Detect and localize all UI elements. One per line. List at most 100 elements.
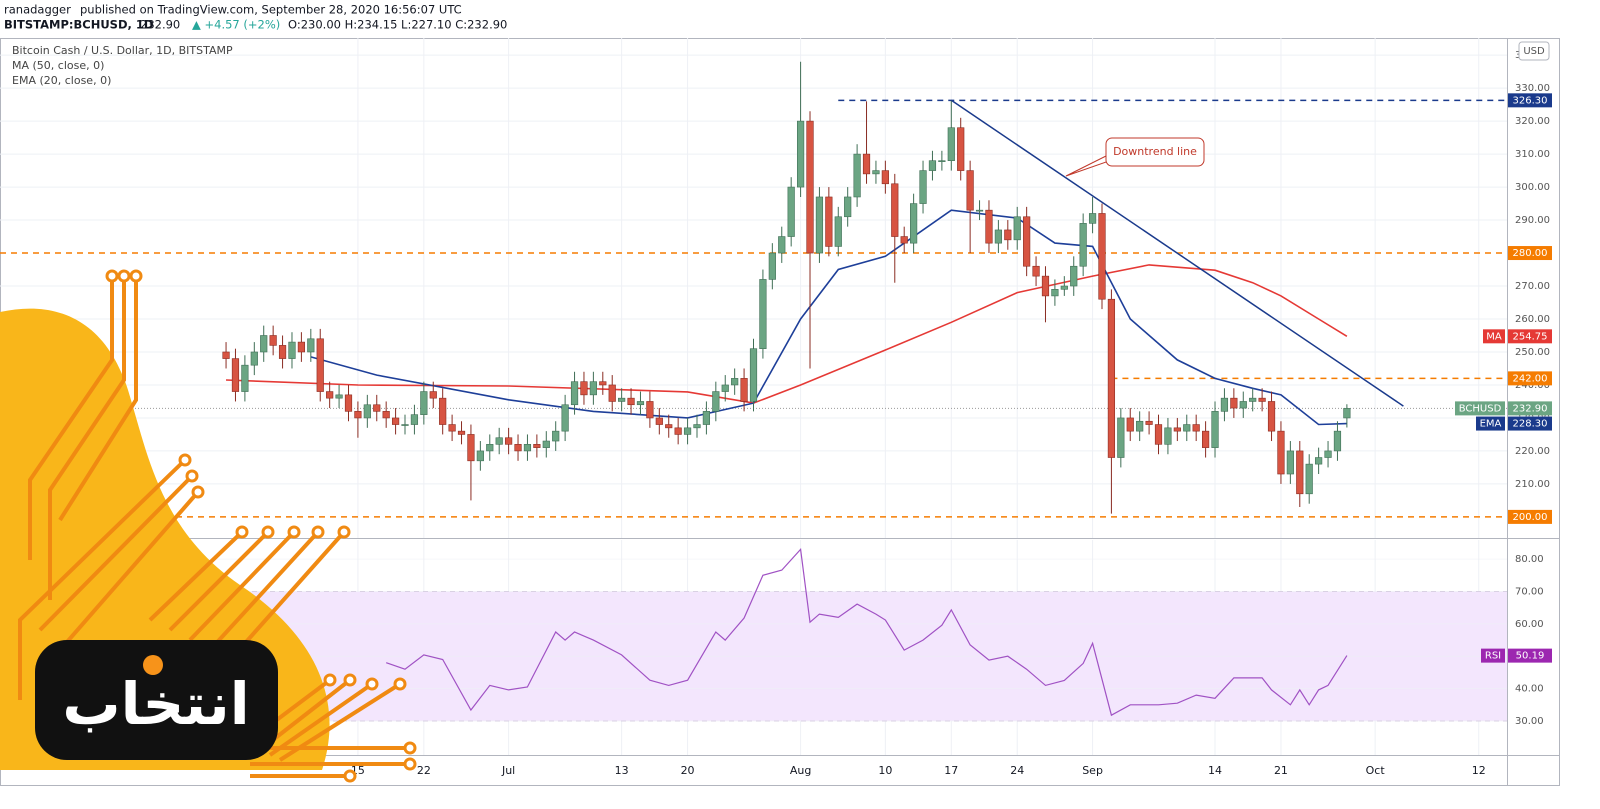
- candle-body: [1239, 401, 1247, 409]
- y-tick-label: 320.00: [1515, 116, 1550, 127]
- y-tick-label: 330.00: [1515, 83, 1550, 94]
- candle-body: [1070, 265, 1078, 287]
- candle-body: [712, 391, 720, 412]
- y-tick-label: 290.00: [1515, 215, 1550, 226]
- candle-body: [778, 236, 786, 254]
- candle-body: [674, 427, 682, 435]
- candle-body: [768, 252, 776, 280]
- candle-body: [589, 381, 597, 396]
- candle-body: [985, 209, 993, 244]
- candle-body: [938, 160, 946, 162]
- tag-value-box: [1508, 416, 1552, 431]
- candle-body: [1230, 397, 1238, 409]
- candle-body: [439, 397, 447, 425]
- candle-body: [862, 153, 871, 175]
- candle-body: [1277, 430, 1285, 475]
- candle-body: [326, 391, 334, 399]
- legend-entry: EMA (20, close, 0): [12, 74, 111, 87]
- candle-body: [683, 427, 692, 435]
- candle-body: [1013, 216, 1021, 241]
- candle-body: [1041, 275, 1050, 297]
- candle-body: [891, 183, 899, 237]
- candle-body: [994, 229, 1002, 244]
- chart-title: Bitcoin Cash / U.S. Dollar, 1D, BITSTAMP: [12, 44, 233, 57]
- y-tick-label: 240.00: [1515, 380, 1550, 391]
- candle-body: [740, 378, 748, 402]
- y-tick-label: 260.00: [1515, 314, 1550, 325]
- candle-body: [1107, 298, 1116, 458]
- candle-body: [363, 404, 371, 419]
- tag-name: EMA: [1480, 419, 1502, 430]
- candle-body: [1088, 213, 1097, 224]
- circuit-dots: [105, 269, 417, 783]
- candle-body: [947, 127, 955, 161]
- last-price: 232.90: [140, 18, 180, 32]
- callout-box: [1105, 137, 1205, 167]
- author: ranadagger: [4, 3, 71, 17]
- candle-body: [561, 404, 569, 432]
- ohlc: O:230.00 H:234.15 L:227.10 C:232.90: [288, 18, 507, 32]
- candle-body: [278, 345, 287, 359]
- logo-text: انتخاب: [62, 670, 249, 738]
- tag-name-box: [1481, 648, 1505, 663]
- x-tick-label: 10: [878, 764, 892, 777]
- candle-body: [1286, 450, 1294, 475]
- candle-body: [825, 196, 833, 247]
- x-tick-label: 17: [944, 764, 958, 777]
- x-tick-label: 24: [1010, 764, 1024, 777]
- candle-body: [900, 236, 908, 244]
- candle-body: [382, 411, 390, 419]
- level-tag: [1508, 509, 1552, 524]
- candle-body: [1324, 450, 1332, 458]
- candle-body: [1192, 424, 1200, 432]
- candle-body: [495, 437, 503, 445]
- candle-body: [542, 440, 550, 448]
- callout-text: Downtrend line: [1113, 145, 1197, 158]
- candle-body: [580, 381, 588, 396]
- logo-badge: [35, 640, 278, 760]
- candle-body: [608, 384, 616, 402]
- candle-body: [872, 170, 880, 175]
- candle-body: [1202, 430, 1210, 448]
- level-tag-label: 280.00: [1513, 248, 1548, 259]
- candle-body: [1173, 427, 1181, 432]
- indicator-line: [310, 209, 1347, 426]
- tag-name-box: [1476, 416, 1505, 431]
- candle-body: [505, 437, 513, 445]
- candle-body: [693, 424, 701, 429]
- x-tick-label: 20: [681, 764, 695, 777]
- candle-body: [919, 170, 927, 204]
- level-tag-label: 200.00: [1513, 512, 1548, 523]
- candle-body: [1220, 397, 1229, 412]
- candle-body: [1333, 430, 1342, 452]
- candle-body: [655, 417, 663, 425]
- watermark-logo: انتخاب: [0, 269, 417, 783]
- candle-body: [796, 120, 805, 188]
- candle-body: [1023, 216, 1031, 267]
- x-tick-label: 14: [1208, 764, 1222, 777]
- candle-body: [910, 203, 918, 244]
- trendline: [950, 99, 1404, 407]
- candle-body: [1164, 427, 1172, 445]
- candle-body: [1296, 450, 1304, 495]
- candle-body: [599, 381, 607, 386]
- candle-body: [815, 196, 824, 254]
- candle-body: [834, 216, 842, 247]
- candle-body: [759, 279, 767, 349]
- level-tag: [1508, 371, 1552, 386]
- y-tick-label: 80.00: [1515, 554, 1544, 565]
- x-tick-label: 13: [615, 764, 629, 777]
- y-tick-label: 70.00: [1515, 586, 1544, 597]
- candle-body: [1051, 289, 1059, 297]
- candle-body: [250, 351, 258, 366]
- candle-body: [881, 170, 889, 185]
- candle-body: [288, 341, 296, 359]
- y-tick-label: 210.00: [1515, 479, 1550, 490]
- candle-body: [1183, 424, 1191, 432]
- candle-body: [844, 196, 852, 218]
- tag-value-box: [1508, 401, 1552, 416]
- candle-body: [373, 404, 381, 412]
- tag-value: 50.19: [1516, 651, 1545, 662]
- level-tag: [1508, 93, 1552, 108]
- candle-body: [297, 341, 306, 353]
